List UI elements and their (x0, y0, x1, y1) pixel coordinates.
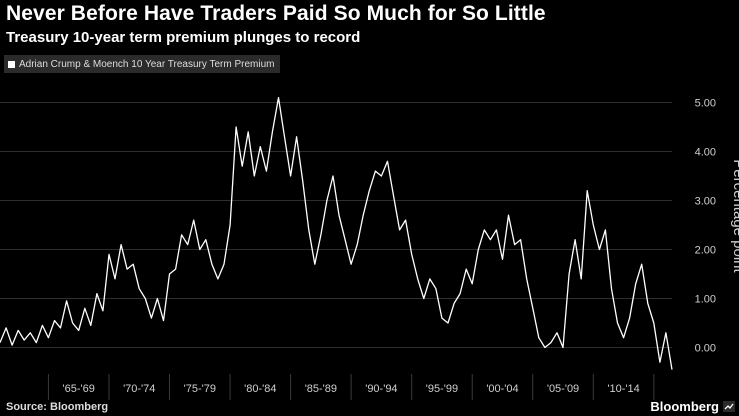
y-tick-label: 1.00 (695, 294, 716, 306)
x-tick-label: '95-'99 (426, 383, 458, 395)
y-tick-label: 0.00 (695, 343, 716, 355)
x-tick-label: '65-'69 (63, 383, 95, 395)
y-tick-label: 5.00 (695, 98, 716, 110)
legend-swatch (8, 60, 15, 68)
brand-mark-icon (723, 401, 735, 412)
y-tick-label: 4.00 (695, 147, 716, 159)
x-tick-label: '00-'04 (486, 383, 518, 395)
legend: Adrian Crump & Moench 10 Year Treasury T… (4, 55, 281, 73)
brand-logo-text: Bloomberg (650, 399, 719, 414)
x-tick-label: '75-'79 (184, 383, 216, 395)
y-axis-title: Percentage point (730, 159, 739, 273)
chart-title: Never Before Have Traders Paid So Much f… (6, 2, 546, 25)
x-tick-label: '70-'74 (123, 383, 155, 395)
x-tick-label: '90-'94 (365, 383, 397, 395)
y-tick-label: 2.00 (695, 245, 716, 257)
legend-label: Adrian Crump & Moench 10 Year Treasury T… (19, 58, 275, 70)
y-tick-label: 3.00 (695, 196, 716, 208)
x-tick-label: '80-'84 (244, 383, 276, 395)
chart-subtitle: Treasury 10-year term premium plunges to… (6, 29, 361, 46)
x-tick-label: '05-'09 (547, 383, 579, 395)
x-tick-label: '10-'14 (607, 383, 639, 395)
source-note: Source: Bloomberg (6, 401, 109, 413)
term-premium-line (0, 96, 673, 370)
x-tick-label: '85-'89 (305, 383, 337, 395)
